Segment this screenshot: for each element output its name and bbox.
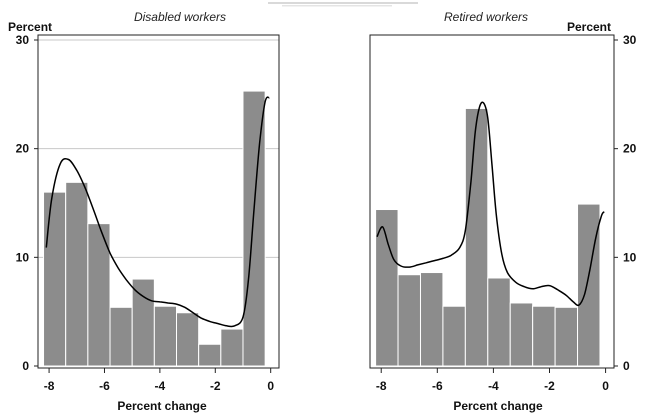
histogram-bar	[487, 277, 511, 367]
y-tick-label: 30	[16, 33, 30, 47]
x-ticks: -8 -6 -4 -2 0	[376, 368, 609, 393]
y-axis-label: Percent	[8, 20, 52, 34]
panel-title: Disabled workers	[134, 10, 226, 24]
histogram-bar	[554, 306, 579, 367]
scan-artifact	[268, 2, 418, 7]
x-tick-label: -2	[544, 379, 555, 393]
x-tick-label: -4	[155, 379, 166, 393]
x-axis-label: Percent change	[453, 399, 543, 413]
histogram-bar	[419, 272, 444, 367]
panel-title: Retired workers	[444, 10, 528, 24]
histogram-bar	[131, 278, 155, 367]
x-ticks: -8 -6 -4 -2 0	[44, 368, 274, 393]
histogram-bar	[176, 312, 200, 367]
y-ticks: 0 10 20 30	[614, 33, 637, 373]
y-tick-label: 0	[22, 359, 29, 373]
histogram-bar	[532, 305, 556, 367]
x-axis-label: Percent change	[117, 399, 207, 413]
y-tick-label: 0	[623, 359, 630, 373]
histogram-bar	[153, 305, 178, 367]
y-tick-label: 20	[16, 142, 30, 156]
x-tick-label: 0	[267, 379, 274, 393]
y-tick-label: 10	[623, 250, 637, 264]
histogram-bar	[220, 328, 244, 367]
histogram-bars	[43, 90, 266, 367]
histogram-bar	[464, 107, 489, 367]
y-axis-label: Percent	[567, 20, 611, 34]
plot-frame	[37, 34, 280, 369]
histogram-bar	[198, 343, 222, 367]
histogram-bar	[43, 191, 67, 367]
histogram-bar	[397, 274, 421, 367]
histogram-bar	[509, 302, 534, 367]
x-tick-label: -6	[432, 379, 443, 393]
y-tick-label: 30	[623, 33, 637, 47]
histogram-bar	[109, 306, 133, 367]
histogram-bars	[375, 107, 601, 367]
y-tick-label: 20	[623, 142, 637, 156]
density-curve	[376, 101, 605, 307]
panel-retired-workers: Retired workers Percent 0 10 20 30 -8 -6 -4 -2…	[369, 10, 637, 413]
y-tick-label: 10	[16, 250, 30, 264]
histogram-bar	[577, 203, 601, 367]
x-tick-label: -6	[99, 379, 110, 393]
histogram-bar	[65, 181, 89, 367]
histogram-bar	[242, 90, 266, 367]
y-ticks: 0 10 20 30	[16, 33, 38, 373]
x-tick-label: -2	[210, 379, 221, 393]
plot-frame	[369, 34, 615, 369]
x-tick-label: 0	[602, 379, 609, 393]
x-tick-label: -8	[44, 379, 55, 393]
x-tick-label: -4	[488, 379, 499, 393]
histogram-bar	[442, 305, 466, 367]
x-tick-label: -8	[376, 379, 387, 393]
density-curve	[45, 96, 270, 328]
